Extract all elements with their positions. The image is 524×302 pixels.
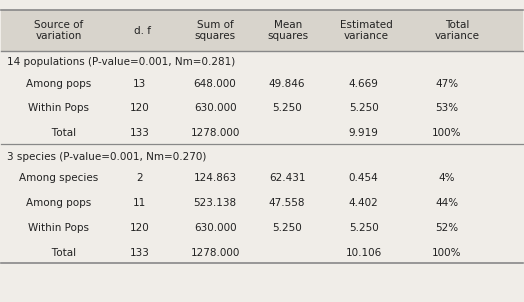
Text: 100%: 100% [432,248,462,258]
Text: Within Pops: Within Pops [28,103,89,113]
Text: Total: Total [42,128,76,138]
Text: Among pops: Among pops [26,198,91,208]
Text: 9.919: 9.919 [348,128,378,138]
Text: 53%: 53% [435,103,458,113]
Text: 13: 13 [133,79,146,88]
Text: 4%: 4% [439,173,455,183]
Text: 4.669: 4.669 [348,79,378,88]
Text: Sum of
squares: Sum of squares [194,20,236,41]
Text: d. f: d. f [134,26,150,36]
Text: 523.138: 523.138 [193,198,237,208]
Text: 14 populations (P-value=0.001, Nm=0.281): 14 populations (P-value=0.001, Nm=0.281) [7,57,235,67]
Text: 62.431: 62.431 [269,173,305,183]
Text: Within Pops: Within Pops [28,223,89,233]
Text: Estimated
variance: Estimated variance [340,20,392,41]
Text: 47.558: 47.558 [269,198,305,208]
Text: 630.000: 630.000 [194,223,236,233]
Text: 1278.000: 1278.000 [190,128,240,138]
Text: 120: 120 [129,103,149,113]
Text: 52%: 52% [435,223,458,233]
Text: Among species: Among species [19,173,99,183]
Text: 3 species (P-value=0.001, Nm=0.270): 3 species (P-value=0.001, Nm=0.270) [7,152,206,162]
Text: 133: 133 [129,128,149,138]
Text: 47%: 47% [435,79,458,88]
Text: 124.863: 124.863 [193,173,237,183]
Text: 5.250: 5.250 [349,103,378,113]
Text: 44%: 44% [435,198,458,208]
Text: 630.000: 630.000 [194,103,236,113]
Text: Source of
variation: Source of variation [34,20,83,41]
Text: 100%: 100% [432,128,462,138]
Text: 0.454: 0.454 [349,173,378,183]
Text: 49.846: 49.846 [269,79,305,88]
Text: Total
variance: Total variance [435,20,480,41]
Text: 133: 133 [129,248,149,258]
Text: 10.106: 10.106 [345,248,382,258]
Text: 1278.000: 1278.000 [190,248,240,258]
Text: 5.250: 5.250 [272,103,302,113]
Text: 11: 11 [133,198,146,208]
Text: Mean
squares: Mean squares [267,20,309,41]
Text: Total: Total [42,248,76,258]
Text: Among pops: Among pops [26,79,91,88]
Text: 648.000: 648.000 [194,79,236,88]
Text: 120: 120 [129,223,149,233]
Text: 5.250: 5.250 [349,223,378,233]
Text: 2: 2 [136,173,143,183]
FancyBboxPatch shape [2,10,522,51]
Text: 4.402: 4.402 [349,198,378,208]
Text: 5.250: 5.250 [272,223,302,233]
